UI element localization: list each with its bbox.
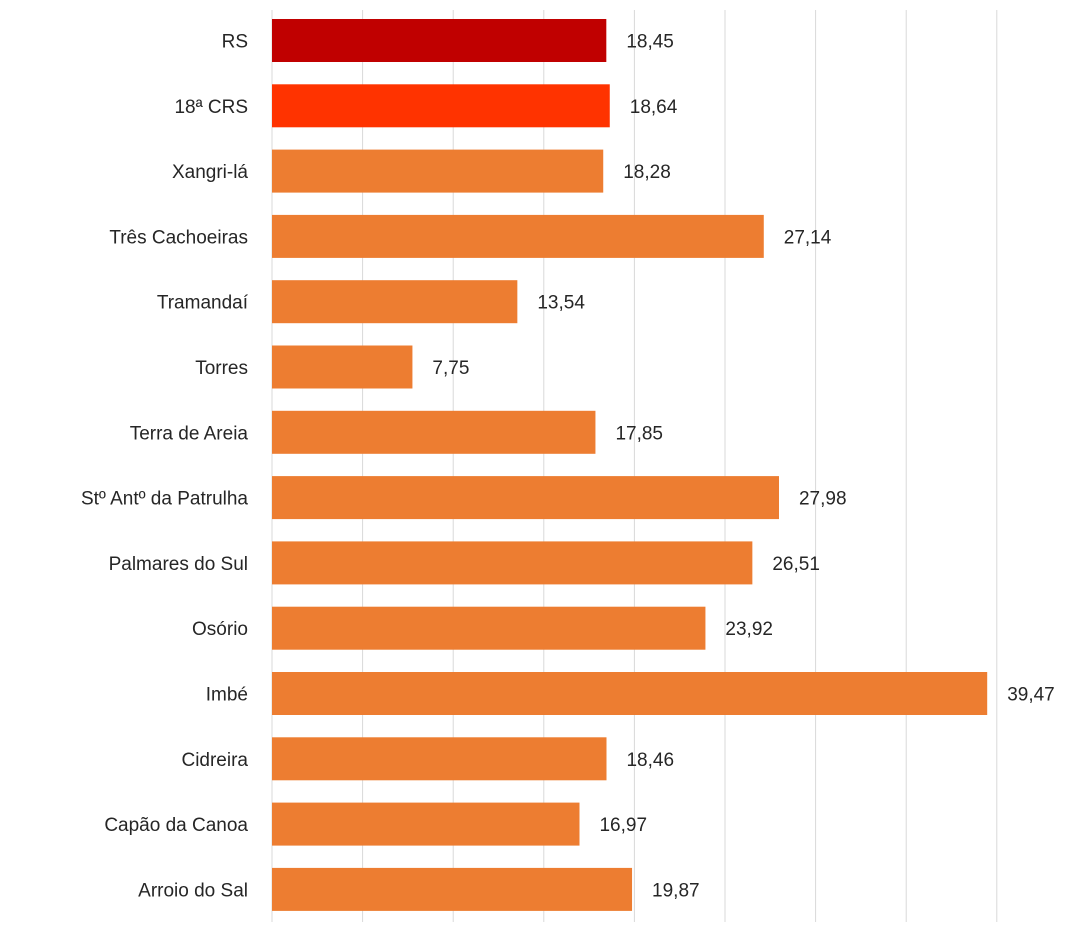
category-label: Terra de Areia [130, 423, 249, 444]
category-label: 18ª CRS [174, 97, 248, 118]
value-label: 19,87 [652, 880, 700, 901]
value-label: 39,47 [1007, 685, 1055, 706]
gridlines [362, 10, 998, 922]
category-label: Tramandaí [157, 293, 249, 314]
value-label: 7,75 [432, 358, 469, 379]
category-label: Palmares do Sul [109, 554, 248, 575]
value-label: 18,45 [626, 32, 674, 53]
value-label: 23,92 [725, 619, 773, 640]
category-label: Xangri-lá [172, 162, 248, 183]
category-label: Capão da Canoa [104, 815, 248, 836]
bar [272, 84, 610, 128]
bar [272, 19, 607, 62]
category-label: Torres [195, 358, 248, 379]
category-label: Stº Antº da Patrulha [81, 489, 248, 510]
category-label: RS [222, 32, 248, 53]
bar [272, 280, 518, 324]
category-labels: RS 18ª CRS Xangri-lá Três Cachoeiras Tramand… [81, 32, 249, 902]
bar [272, 410, 596, 454]
bar [272, 345, 413, 389]
bar [272, 737, 607, 781]
category-label: Cidreira [181, 750, 248, 771]
bar [272, 214, 764, 258]
category-label: Osório [192, 619, 248, 640]
value-label: 18,28 [623, 162, 671, 183]
value-label: 16,97 [599, 815, 647, 836]
bar [272, 476, 779, 520]
bar [272, 541, 753, 585]
value-label: 18,64 [630, 97, 678, 118]
value-label: 27,98 [799, 489, 847, 510]
value-label: 13,54 [537, 293, 585, 314]
bar [272, 802, 580, 846]
value-label: 27,14 [784, 227, 832, 248]
value-label: 17,85 [615, 423, 663, 444]
bar [272, 672, 988, 715]
value-labels: 18,45 18,64 18,28 27,14 13,54 7,75 17,85 27,98 2… [432, 32, 1054, 902]
category-label: Três Cachoeiras [109, 227, 248, 248]
value-label: 26,51 [772, 554, 820, 575]
category-label: Arroio do Sal [138, 880, 248, 901]
bar [272, 606, 706, 650]
value-label: 18,46 [626, 750, 674, 771]
bars [272, 19, 988, 911]
bar [272, 149, 604, 193]
category-label: Imbé [206, 685, 248, 706]
bar [272, 867, 633, 911]
